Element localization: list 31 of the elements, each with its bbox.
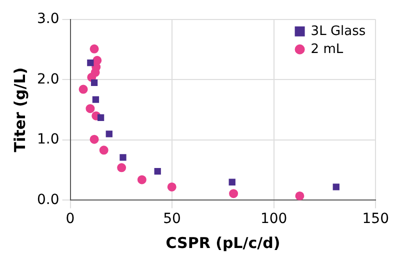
point bbox=[229, 189, 238, 198]
point bbox=[137, 175, 146, 184]
point bbox=[92, 96, 100, 103]
point bbox=[332, 184, 340, 190]
point bbox=[90, 44, 99, 54]
x-tick-label: 100 bbox=[260, 211, 288, 228]
legend-label: 3L Glass bbox=[310, 24, 366, 39]
point bbox=[87, 59, 94, 66]
legend-label: 2 mL bbox=[310, 42, 344, 57]
y-tick-label: 2.0 bbox=[37, 71, 60, 88]
point bbox=[117, 163, 126, 172]
point bbox=[106, 130, 112, 138]
point bbox=[78, 84, 88, 94]
point bbox=[228, 178, 236, 186]
y-axis-title: Titer (g/L) bbox=[10, 67, 29, 152]
point bbox=[120, 154, 126, 161]
y-tick-label: 0.0 bbox=[37, 192, 60, 208]
x-tick-label: 150 bbox=[362, 211, 390, 228]
point bbox=[86, 104, 95, 114]
y-tick-label: 3.0 bbox=[37, 11, 60, 28]
y-tick-label: 1.0 bbox=[37, 132, 60, 148]
point bbox=[90, 134, 99, 144]
point bbox=[99, 146, 108, 155]
point bbox=[295, 191, 304, 200]
point bbox=[154, 168, 161, 175]
x-tick-label: 50 bbox=[163, 211, 181, 228]
point bbox=[97, 114, 104, 121]
point bbox=[167, 182, 176, 192]
x-axis-title: CSPR (pL/c/d) bbox=[166, 234, 280, 252]
point bbox=[90, 79, 98, 86]
x-tick-label: 0 bbox=[66, 211, 75, 228]
